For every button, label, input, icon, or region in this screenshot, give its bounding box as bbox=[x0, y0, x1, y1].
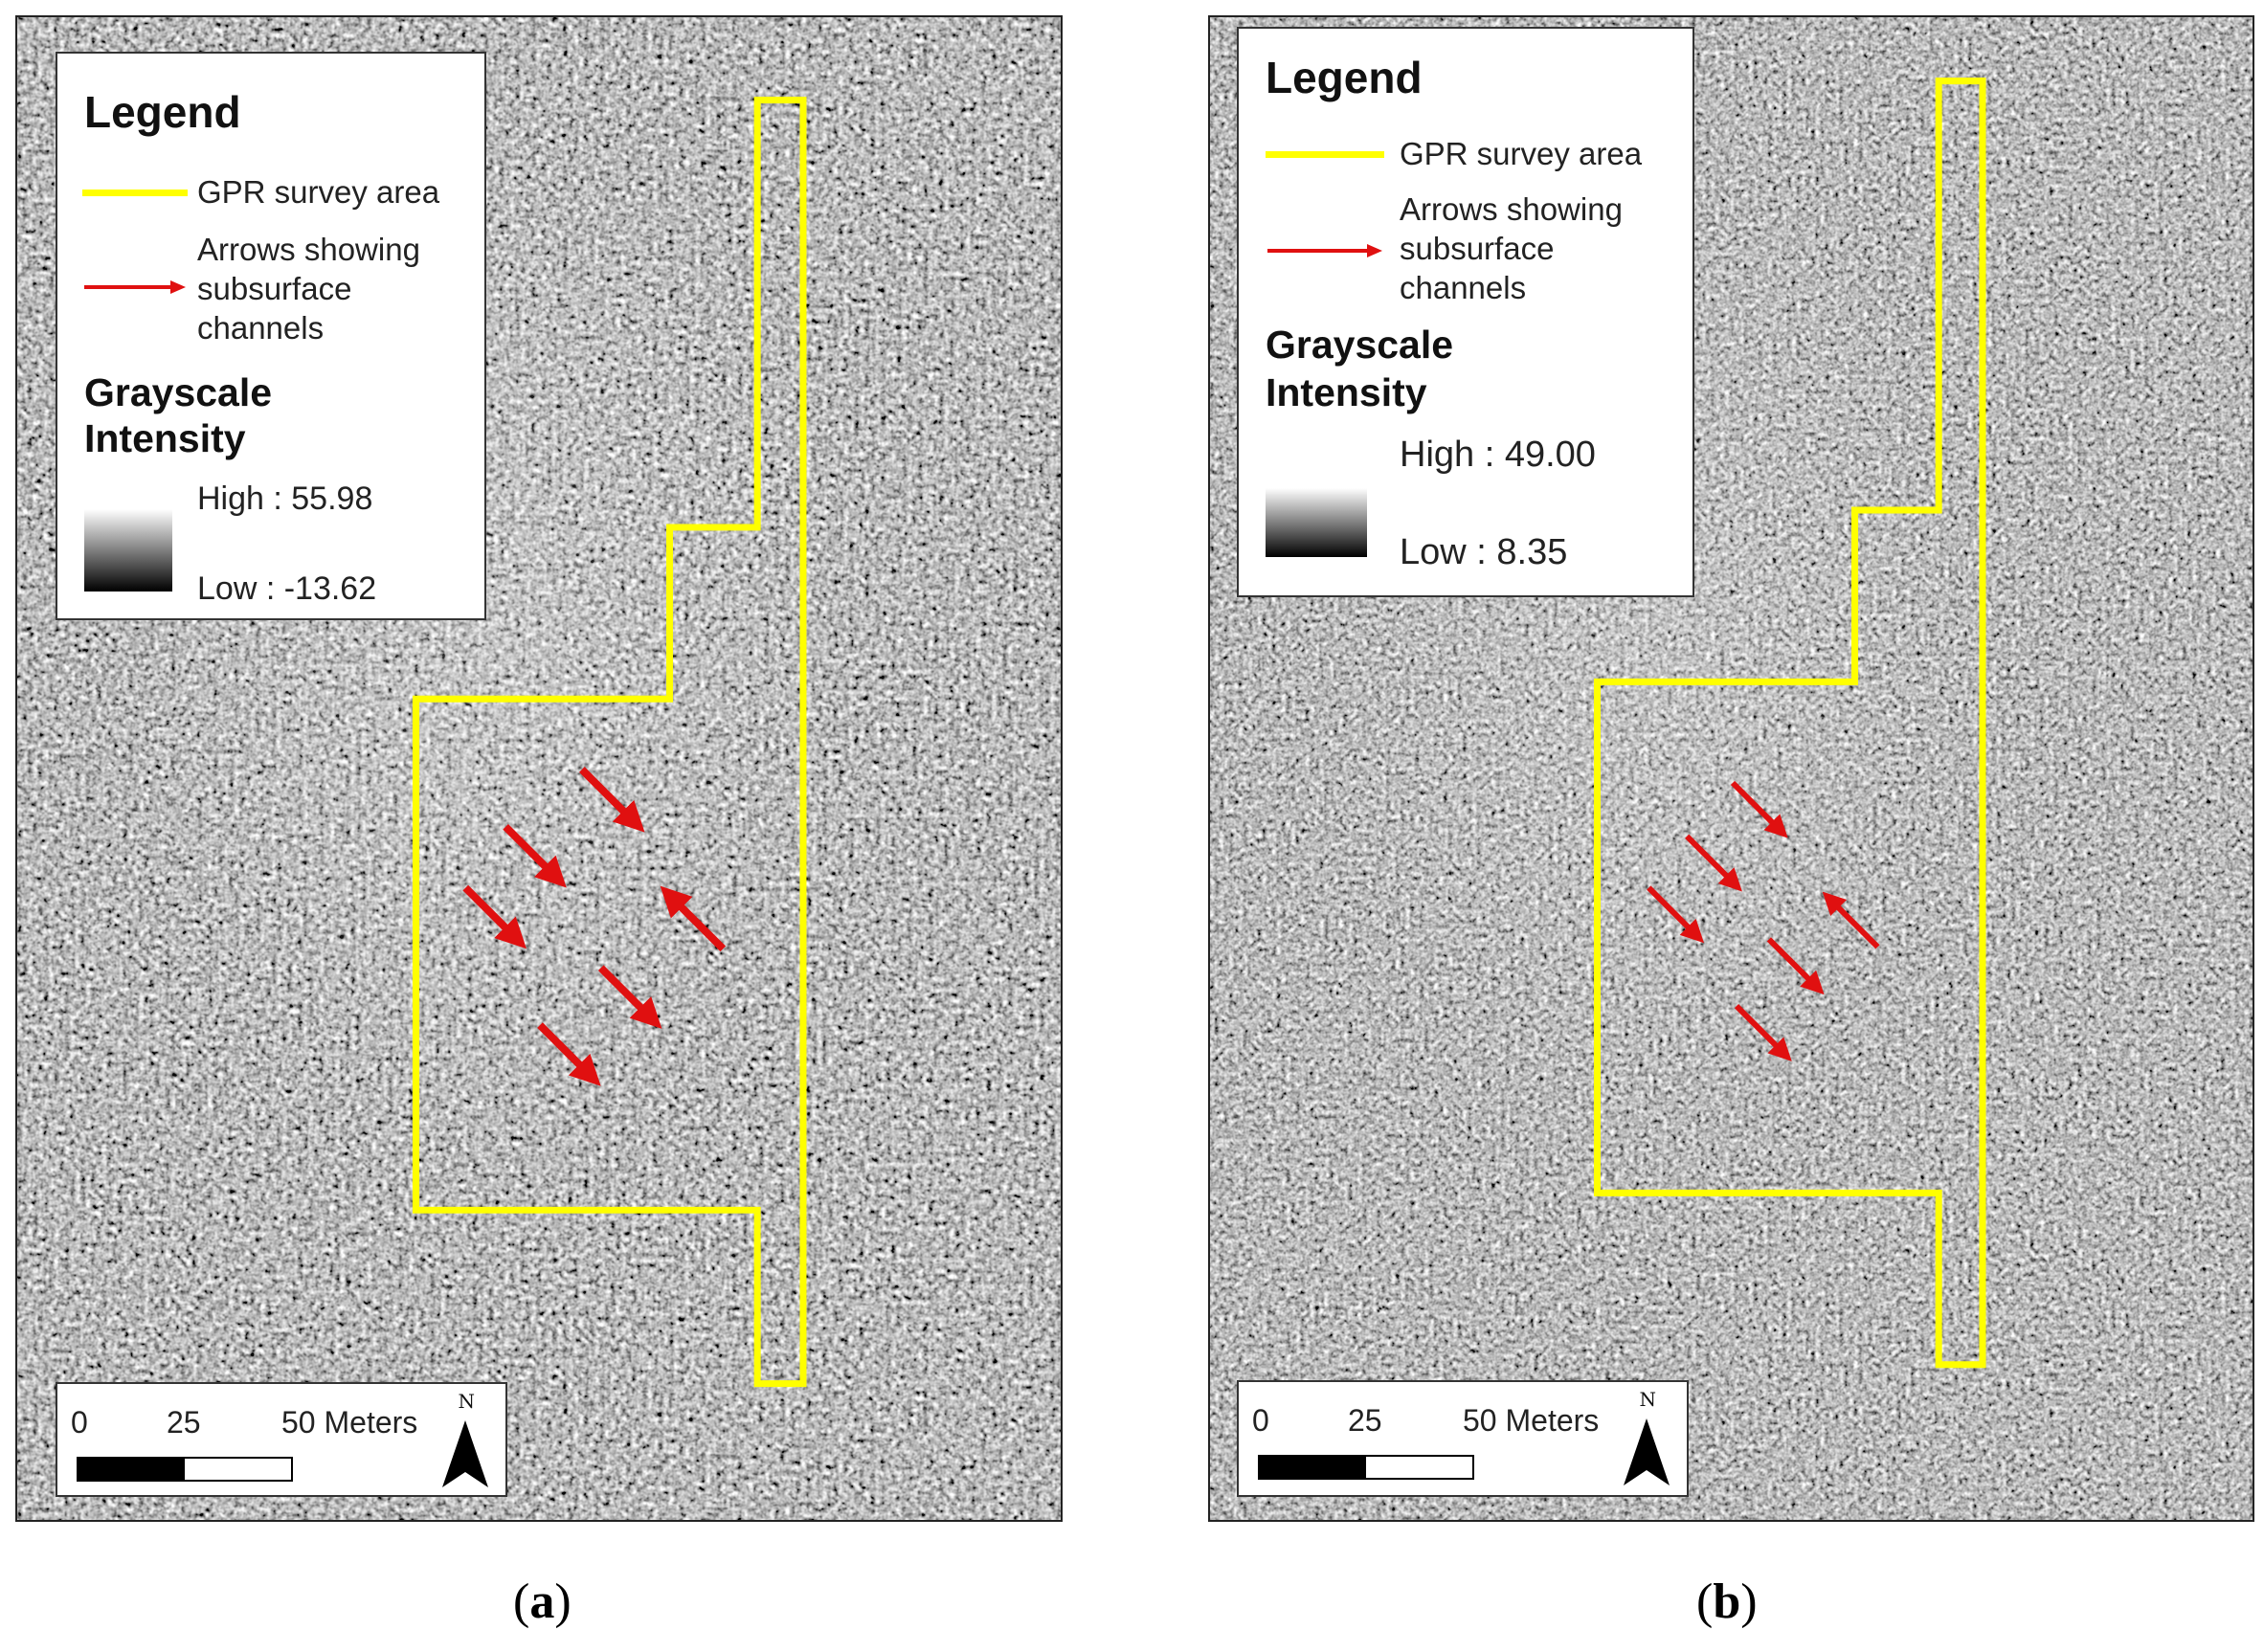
caption-b: (b) bbox=[1696, 1574, 1758, 1629]
survey-overlay-b bbox=[1594, 78, 1986, 1369]
grayscale-title-line-2: Intensity bbox=[1266, 370, 1427, 414]
channel-arrow bbox=[537, 1022, 601, 1086]
grayscale-title-line-1: Grayscale bbox=[1266, 323, 1454, 367]
caption-letter-b: b bbox=[1713, 1574, 1741, 1629]
channel-arrow bbox=[1822, 891, 1880, 949]
channel-arrow bbox=[1647, 885, 1705, 944]
gpr-survey-outline bbox=[1594, 78, 1986, 1369]
north-letter: N bbox=[1639, 1388, 1657, 1411]
scale-bar bbox=[77, 1457, 293, 1482]
channel-arrow bbox=[1685, 834, 1742, 892]
caption-letter-a: a bbox=[529, 1574, 555, 1629]
channel-arrow bbox=[1730, 780, 1788, 838]
scale-bar-box: 0 25 50 Meters N bbox=[56, 1382, 507, 1497]
arrow-swatch bbox=[1267, 244, 1382, 257]
arrow-swatch bbox=[84, 280, 186, 294]
scale-tick-25: 25 bbox=[1348, 1403, 1382, 1438]
arrows-label-line-1: Arrows showing bbox=[197, 232, 420, 267]
caption-a: (a) bbox=[513, 1574, 572, 1629]
scale-tick-0: 0 bbox=[71, 1405, 88, 1440]
channel-arrow bbox=[1734, 1003, 1792, 1061]
north-arrow-icon bbox=[442, 1420, 488, 1487]
grayscale-ramp bbox=[1266, 488, 1367, 557]
map-panel-b: Legend GPR survey area Arrows showing su… bbox=[1208, 15, 2254, 1522]
map-legend: Legend GPR survey area Arrows showing su… bbox=[1237, 27, 1694, 597]
gpr-survey-outline bbox=[412, 97, 807, 1388]
grayscale-title-line-1: Grayscale bbox=[84, 370, 273, 414]
channel-arrow bbox=[660, 885, 727, 952]
scale-tick-0: 0 bbox=[1252, 1403, 1269, 1438]
map-panel-a: Legend GPR survey area Arrows showing su… bbox=[15, 15, 1063, 1522]
grayscale-title-line-2: Intensity bbox=[84, 416, 246, 460]
grayscale-low-label: Low : -13.62 bbox=[197, 570, 377, 607]
north-letter: N bbox=[458, 1390, 476, 1413]
grayscale-high-label: High : 49.00 bbox=[1400, 435, 1596, 475]
survey-area-label: GPR survey area bbox=[197, 174, 440, 210]
channel-arrows bbox=[462, 767, 727, 1086]
north-arrow-icon bbox=[1624, 1418, 1670, 1485]
channel-arrow bbox=[503, 823, 567, 888]
channel-arrow bbox=[597, 965, 662, 1029]
legend-title: Legend bbox=[84, 87, 241, 137]
grayscale-high-label: High : 55.98 bbox=[197, 480, 373, 517]
scale-tick-50: 50 Meters bbox=[1463, 1403, 1600, 1438]
scale-bar-box: 0 25 50 Meters N bbox=[1237, 1380, 1689, 1497]
legend-title: Legend bbox=[1266, 53, 1423, 102]
channel-arrows bbox=[1647, 780, 1880, 1061]
arrows-label-line-3: channels bbox=[197, 310, 325, 346]
survey-area-label: GPR survey area bbox=[1400, 136, 1643, 171]
arrows-label-line-1: Arrows showing bbox=[1400, 191, 1623, 227]
channel-arrow bbox=[1766, 937, 1825, 995]
channel-arrow bbox=[579, 767, 645, 833]
survey-area-swatch bbox=[82, 190, 188, 196]
scale-tick-25: 25 bbox=[167, 1405, 201, 1440]
grayscale-low-label: Low : 8.35 bbox=[1400, 532, 1568, 572]
grayscale-ramp bbox=[84, 509, 172, 592]
survey-area-swatch bbox=[1266, 151, 1384, 158]
arrows-label-line-2: subsurface bbox=[1400, 231, 1555, 266]
map-legend: Legend GPR survey area Arrows showing su… bbox=[56, 52, 486, 620]
survey-overlay-a bbox=[412, 97, 807, 1388]
scale-tick-50: 50 Meters bbox=[281, 1405, 418, 1440]
arrows-label-line-2: subsurface bbox=[197, 271, 352, 306]
channel-arrow bbox=[462, 884, 527, 949]
arrows-label-line-3: channels bbox=[1400, 270, 1527, 305]
scale-bar bbox=[1258, 1455, 1474, 1480]
